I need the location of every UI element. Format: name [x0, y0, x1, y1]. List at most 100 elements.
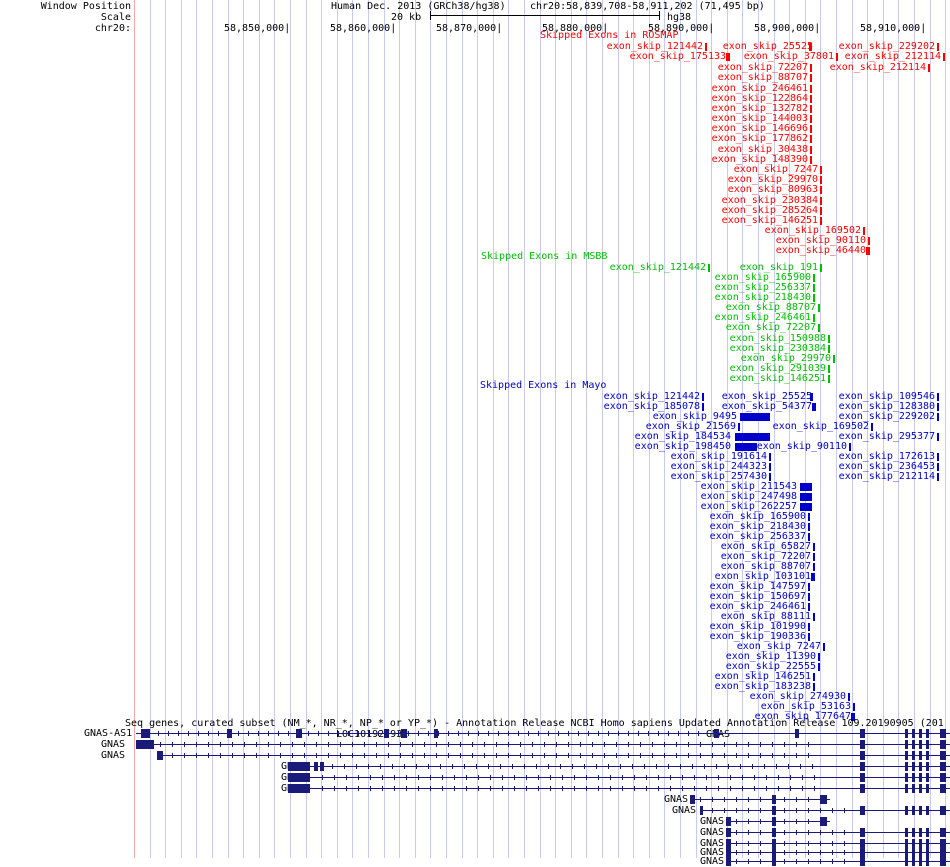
gene-cds-block[interactable] — [227, 729, 232, 738]
gene-exon-block[interactable] — [940, 828, 946, 837]
exon-skip-feature-tick[interactable] — [848, 693, 850, 701]
exon-skip-feature-tick[interactable] — [738, 423, 740, 431]
exon-skip-label[interactable]: exon_skip_146251 — [721, 215, 818, 226]
exon-skip-feature-tick[interactable] — [813, 284, 815, 292]
exon-skip-feature-block[interactable] — [800, 503, 812, 511]
gene-exon-block[interactable] — [772, 848, 776, 857]
exon-skip-label[interactable]: exon_skip_146251 — [729, 373, 826, 384]
exon-skip-label[interactable]: exon_skip_169502 — [764, 225, 861, 236]
exon-skip-label[interactable]: exon_skip_88111 — [720, 611, 811, 622]
exon-skip-label[interactable]: exon_skip_247498 — [700, 491, 797, 502]
gene-exon-block[interactable] — [905, 839, 908, 848]
gene-cds-block[interactable] — [820, 817, 827, 826]
gene-exon-block[interactable] — [860, 740, 865, 749]
exon-skip-feature-tick[interactable] — [836, 53, 838, 61]
exon-skip-label[interactable]: exon_skip_230384 — [729, 343, 826, 354]
exon-skip-feature-tick[interactable] — [813, 613, 815, 621]
exon-skip-feature-tick[interactable] — [769, 463, 771, 471]
exon-skip-label[interactable]: exon_skip_230384 — [721, 195, 818, 206]
gene-exon-block[interactable] — [905, 848, 908, 857]
exon-skip-feature-tick[interactable] — [813, 673, 815, 681]
track-title-rosmap[interactable]: Skipped Exons in ROSMAP — [540, 30, 679, 41]
gene-exon-block[interactable] — [940, 751, 946, 760]
exon-skip-feature-tick[interactable] — [820, 264, 822, 272]
exon-skip-feature-tick[interactable] — [866, 247, 870, 255]
exon-skip-label[interactable]: exon_skip_146251 — [714, 671, 811, 682]
exon-skip-label[interactable]: exon_skip_21569 — [645, 421, 736, 432]
exon-skip-label[interactable]: exon_skip_218430 — [709, 521, 806, 532]
gene-exon-block[interactable] — [860, 729, 865, 738]
gene-exon-block[interactable] — [912, 848, 915, 857]
exon-skip-label[interactable]: exon_skip_244323 — [670, 461, 767, 472]
gene-exon-block[interactable] — [940, 762, 946, 771]
gene-exon-block[interactable] — [919, 857, 922, 866]
exon-skip-feature-tick[interactable] — [820, 186, 822, 194]
gene-exon-block[interactable] — [919, 848, 922, 857]
exon-skip-label[interactable]: exon_skip_122864 — [711, 93, 808, 104]
gene-row-label[interactable]: GNAS — [101, 739, 126, 750]
exon-skip-feature-block[interactable] — [735, 433, 770, 441]
gene-exon-block[interactable] — [919, 751, 922, 760]
gene-row-label[interactable]: GNAS — [672, 805, 697, 816]
gene-exon-block[interactable] — [905, 857, 908, 866]
exon-skip-label[interactable]: exon_skip_229202 — [838, 41, 935, 52]
gene-exon-block[interactable] — [912, 839, 915, 848]
gene-exon-block[interactable] — [926, 839, 929, 848]
exon-skip-label[interactable]: exon_skip_184534 — [634, 431, 731, 442]
exon-skip-feature-tick[interactable] — [820, 217, 822, 225]
gene-exon-block[interactable] — [860, 751, 865, 760]
gene-exon-block[interactable] — [940, 729, 946, 738]
exon-skip-label[interactable]: exon_skip_88707 — [717, 72, 808, 83]
gene-exon-block[interactable] — [912, 740, 915, 749]
gene-row[interactable]: GNAS — [0, 739, 950, 750]
exon-skip-label[interactable]: exon_skip_150988 — [729, 333, 826, 344]
exon-skip-label[interactable]: exon_skip_53163 — [760, 701, 851, 712]
exon-skip-feature-tick[interactable] — [928, 64, 930, 72]
exon-skip-label[interactable]: exon_skip_177647 — [754, 711, 851, 722]
exon-skip-label[interactable]: exon_skip_262257 — [700, 501, 797, 512]
exon-skip-label[interactable]: exon_skip_72207 — [717, 62, 808, 73]
gene-exon-block[interactable] — [912, 773, 915, 782]
gene-exon-block[interactable] — [912, 751, 915, 760]
gene-name-label[interactable]: LOC101927932 — [336, 729, 409, 740]
exon-skip-feature-tick[interactable] — [810, 135, 812, 143]
exon-skip-label[interactable]: exon_skip_22555 — [725, 661, 816, 672]
exon-skip-feature-tick[interactable] — [769, 473, 771, 481]
gene-exon-block[interactable] — [912, 729, 915, 738]
exon-skip-label[interactable]: exon_skip_146696 — [711, 123, 808, 134]
gene-exon-block[interactable] — [860, 806, 865, 815]
gene-cds-block[interactable] — [136, 740, 154, 749]
exon-skip-feature-tick[interactable] — [943, 53, 945, 61]
gene-exon-block[interactable] — [905, 806, 908, 815]
exon-skip-label[interactable]: exon_skip_257430 — [670, 471, 767, 482]
exon-skip-feature-tick[interactable] — [808, 583, 810, 591]
gene-exon-block[interactable] — [926, 784, 929, 793]
gene-exon-block[interactable] — [919, 784, 922, 793]
exon-skip-feature-tick[interactable] — [808, 623, 810, 631]
exon-skip-feature-tick[interactable] — [849, 443, 851, 451]
exon-skip-label[interactable]: exon_skip_88707 — [725, 302, 816, 313]
gene-row-label[interactable]: GNAS — [700, 827, 725, 838]
gene-row[interactable]: GNAS — [0, 827, 950, 838]
gene-exon-block[interactable] — [905, 784, 908, 793]
exon-skip-feature-tick[interactable] — [808, 633, 810, 641]
exon-skip-feature-tick[interactable] — [808, 533, 810, 541]
exon-skip-label[interactable]: exon_skip_190336 — [709, 631, 806, 642]
gene-cds-block[interactable] — [726, 817, 731, 826]
exon-skip-feature-tick[interactable] — [937, 433, 939, 441]
exon-skip-feature-tick[interactable] — [937, 403, 939, 411]
exon-skip-feature-tick[interactable] — [810, 156, 812, 164]
gene-exon-block[interactable] — [926, 740, 929, 749]
gene-row[interactable]: GNAS — [0, 838, 950, 849]
exon-skip-label[interactable]: exon_skip_165900 — [709, 511, 806, 522]
exon-skip-feature-tick[interactable] — [820, 207, 822, 215]
exon-skip-feature-tick[interactable] — [937, 473, 939, 481]
exon-skip-feature-tick[interactable] — [937, 463, 939, 471]
gene-cds-block[interactable] — [726, 848, 731, 857]
exon-skip-feature-tick[interactable] — [828, 335, 830, 343]
gene-exon-block[interactable] — [401, 729, 407, 738]
exon-skip-label[interactable]: exon_skip_9495 — [652, 411, 737, 422]
exon-skip-feature-tick[interactable] — [810, 146, 812, 154]
exon-skip-feature-tick[interactable] — [810, 74, 812, 82]
